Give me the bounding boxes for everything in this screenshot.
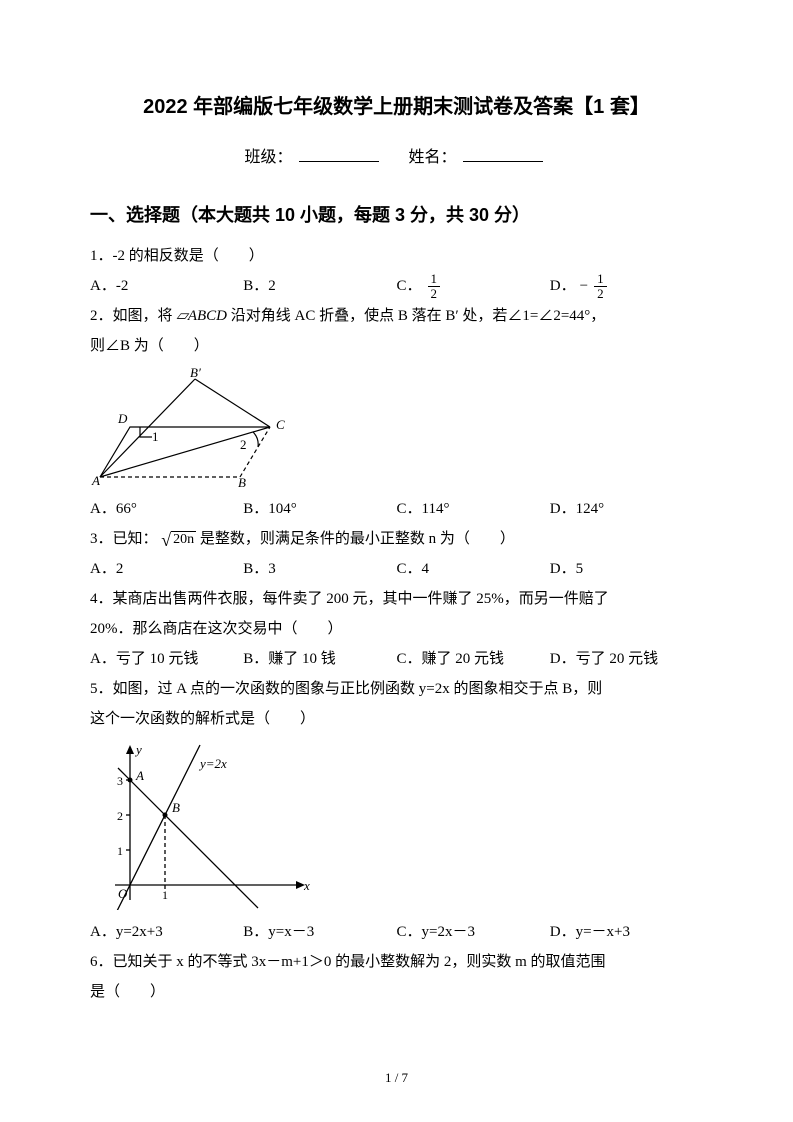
q5-line1: 5．如图，过 A 点的一次函数的图象与正比例函数 y=2x 的图象相交于点 B，…: [90, 674, 703, 704]
q3-text-a: 3．已知：: [90, 531, 158, 547]
minus-icon: −: [580, 271, 588, 301]
q4-options: A．亏了 10 元钱 B．赚了 10 钱 C．赚了 20 元钱 D．亏了 20 …: [90, 644, 703, 674]
q3-opt-a[interactable]: A．2: [90, 554, 243, 584]
q5-opt-b[interactable]: B．y=x－3: [243, 917, 396, 947]
q3-opt-c[interactable]: C．4: [397, 554, 550, 584]
label-D: D: [117, 411, 128, 426]
q5-opt-c-text: C．y=2x－3: [397, 917, 475, 947]
q3-opt-b[interactable]: B．3: [243, 554, 396, 584]
q3-opt-b-text: B．3: [243, 554, 276, 584]
meta-line: 班级： 姓名：: [90, 143, 703, 167]
q3-options: A．2 B．3 C．4 D．5: [90, 554, 703, 584]
label-A: A: [91, 473, 100, 487]
tick-y1: 1: [117, 844, 123, 858]
q2-opt-c[interactable]: C．114°: [397, 494, 550, 524]
q3-opt-d[interactable]: D．5: [550, 554, 703, 584]
q5-opt-d[interactable]: D．y=－x+3: [550, 917, 703, 947]
label-A: A: [135, 768, 144, 783]
tick-x1: 1: [162, 888, 168, 902]
q4-opt-a[interactable]: A．亏了 10 元钱: [90, 644, 243, 674]
q4-line2: 20%．那么商店在这次交易中（ ）: [90, 614, 703, 644]
label-y: y: [134, 742, 142, 757]
label-B: B: [238, 475, 246, 487]
q3-opt-d-text: D．5: [550, 554, 583, 584]
tick-y3: 3: [117, 774, 123, 788]
q1-opt-a[interactable]: A．-2: [90, 271, 243, 301]
section-1-heading: 一、选择题（本大题共 10 小题，每题 3 分，共 30 分）: [90, 201, 703, 227]
page-title: 2022 年部编版七年级数学上册期末测试卷及答案【1 套】: [90, 90, 703, 119]
q1-opt-a-text: A．-2: [90, 271, 128, 301]
fraction-icon: 12: [594, 272, 607, 300]
label-Bp: B′: [190, 367, 201, 380]
q1-opt-d[interactable]: D． − 12: [550, 271, 703, 301]
name-blank[interactable]: [463, 145, 543, 162]
q1-stem: 1．-2 的相反数是（ ）: [90, 241, 703, 271]
q5-options: A．y=2x+3 B．y=x－3 C．y=2x－3 D．y=－x+3: [90, 917, 703, 947]
q2-text-b: ABCD: [188, 308, 227, 324]
q2-opt-d-text: D．124°: [550, 494, 604, 524]
q2-text-a: 2．如图，将: [90, 308, 173, 324]
q4-opt-d[interactable]: D．亏了 20 元钱: [550, 644, 703, 674]
label-O: O: [118, 886, 128, 901]
q5-line2: 这个一次函数的解析式是（ ）: [90, 704, 703, 734]
q1-opt-d-prefix: D．: [550, 271, 576, 301]
q2-options: A．66° B．104° C．114° D．124°: [90, 494, 703, 524]
q5-opt-d-text: D．y=－x+3: [550, 917, 630, 947]
q6-line2: 是（ ）: [90, 977, 703, 1007]
q4-opt-b-text: B．赚了 10 钱: [243, 644, 336, 674]
class-blank[interactable]: [299, 145, 379, 162]
fold-diagram-icon: A B B′ C D 1 2: [90, 367, 300, 487]
parallelogram-icon: ▱: [176, 308, 188, 324]
q4-opt-b[interactable]: B．赚了 10 钱: [243, 644, 396, 674]
page-number: 1 / 7: [0, 1070, 793, 1086]
q1-opt-b-text: B．2: [243, 271, 276, 301]
q1-opt-b[interactable]: B．2: [243, 271, 396, 301]
q4-opt-d-text: D．亏了 20 元钱: [550, 644, 658, 674]
label-C: C: [276, 417, 285, 432]
q5-opt-a-text: A．y=2x+3: [90, 917, 163, 947]
q2-stem: 2．如图，将 ▱ABCD 沿对角线 AC 折叠，使点 B 落在 B′ 处，若∠1…: [90, 301, 703, 331]
q3-opt-a-text: A．2: [90, 554, 123, 584]
sqrt-icon: √20n: [161, 531, 196, 549]
q4-opt-a-text: A．亏了 10 元钱: [90, 644, 198, 674]
linear-function-graph-icon: O x y A B y=2x 1 2 3 1: [90, 740, 320, 910]
tick-y2: 2: [117, 809, 123, 823]
q1-options: A．-2 B．2 C． 12 D． − 12: [90, 271, 703, 301]
q2-opt-a-text: A．66°: [90, 494, 137, 524]
class-label: 班级：: [244, 149, 292, 166]
q2-opt-a[interactable]: A．66°: [90, 494, 243, 524]
q5-figure: O x y A B y=2x 1 2 3 1: [90, 740, 703, 915]
q4-opt-c[interactable]: C．赚了 20 元钱: [397, 644, 550, 674]
q5-opt-b-text: B．y=x－3: [243, 917, 314, 947]
fraction-icon: 12: [428, 272, 441, 300]
label-B: B: [172, 800, 180, 815]
q5-opt-a[interactable]: A．y=2x+3: [90, 917, 243, 947]
label-line: y=2x: [198, 756, 227, 771]
q2-opt-d[interactable]: D．124°: [550, 494, 703, 524]
q2-stem-2: 则∠B 为（ ）: [90, 331, 703, 361]
q2-opt-b[interactable]: B．104°: [243, 494, 396, 524]
q3-opt-c-text: C．4: [397, 554, 430, 584]
q4-opt-c-text: C．赚了 20 元钱: [397, 644, 505, 674]
label-x: x: [303, 878, 310, 893]
label-1: 1: [152, 429, 159, 444]
exam-page: 2022 年部编版七年级数学上册期末测试卷及答案【1 套】 班级： 姓名： 一、…: [0, 0, 793, 1122]
radicand-text: 20n: [171, 531, 196, 549]
q2-opt-c-text: C．114°: [397, 494, 450, 524]
q1-opt-c-prefix: C．: [397, 271, 422, 301]
q3-text-b: 是整数，则满足条件的最小正整数 n 为（ ）: [200, 531, 515, 547]
q2-opt-b-text: B．104°: [243, 494, 297, 524]
q4-line1: 4．某商店出售两件衣服，每件卖了 200 元，其中一件赚了 25%，而另一件赔了: [90, 584, 703, 614]
q2-text-c: 沿对角线 AC 折叠，使点 B 落在 B′ 处，若∠1=∠2=44°，: [231, 308, 606, 324]
q3-stem: 3．已知： √20n 是整数，则满足条件的最小正整数 n 为（ ）: [90, 524, 703, 554]
q2-figure: A B B′ C D 1 2: [90, 367, 703, 492]
q1-opt-c[interactable]: C． 12: [397, 271, 550, 301]
label-2: 2: [240, 437, 247, 452]
q6-line1: 6．已知关于 x 的不等式 3x－m+1＞0 的最小整数解为 2，则实数 m 的…: [90, 947, 703, 977]
q5-opt-c[interactable]: C．y=2x－3: [397, 917, 550, 947]
name-label: 姓名：: [409, 149, 457, 166]
